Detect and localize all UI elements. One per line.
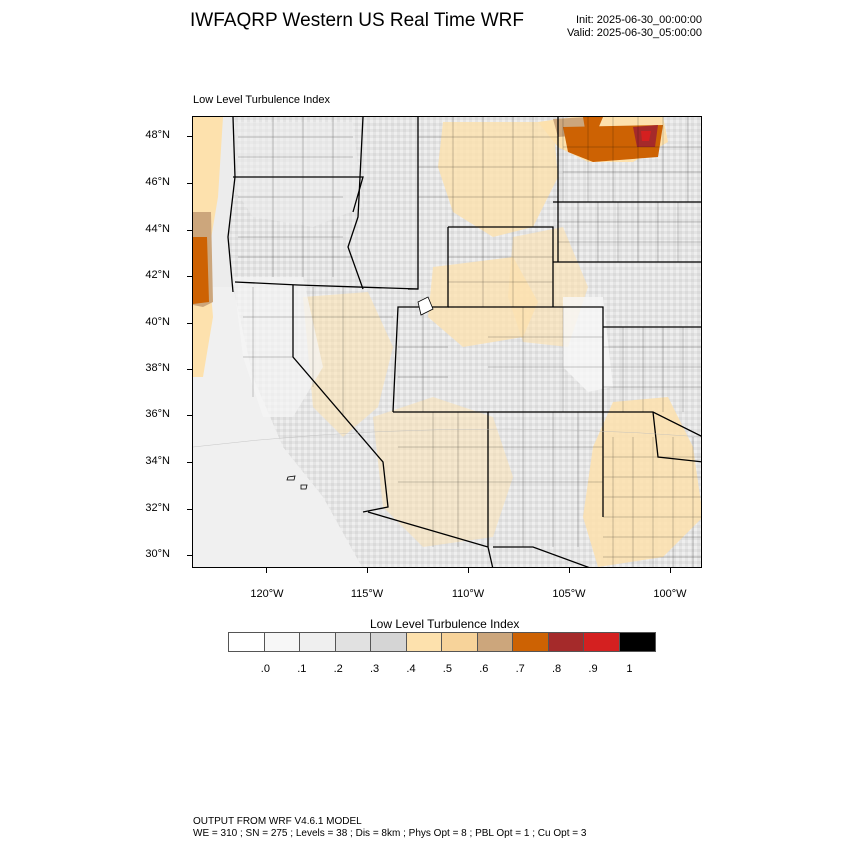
main-title: IWFAQRP Western US Real Time WRF — [190, 10, 524, 31]
init-time: Init: 2025-06-30_00:00:00 — [576, 14, 702, 26]
lat-tick — [187, 230, 192, 231]
lat-label-44: 44°N — [145, 223, 170, 235]
colorbar-swatch — [442, 633, 478, 651]
model-settings: WE = 310 ; SN = 275 ; Levels = 38 ; Dis … — [193, 828, 587, 839]
lon-label-105: 105°W — [552, 588, 586, 600]
colorbar-swatch — [335, 633, 371, 651]
colorbar-swatch — [548, 633, 584, 651]
colorbar-title: Low Level Turbulence Index — [370, 617, 520, 631]
lat-tick — [187, 509, 192, 510]
lat-tick — [187, 555, 192, 556]
lat-tick — [187, 323, 192, 324]
lon-label-110: 110°W — [451, 588, 485, 600]
colorbar-label: .4 — [406, 663, 416, 675]
lat-label-40: 40°N — [145, 316, 170, 328]
colorbar-swatch — [229, 633, 265, 651]
map-canvas — [193, 117, 701, 567]
lat-label-42: 42°N — [145, 269, 170, 281]
lat-label-46: 46°N — [145, 176, 170, 188]
colorbar-label: .3 — [370, 663, 380, 675]
lat-tick — [187, 276, 192, 277]
lat-tick — [187, 462, 192, 463]
colorbar-label: 1 — [626, 663, 633, 675]
colorbar-label: .2 — [333, 663, 343, 675]
colorbar-label: .6 — [479, 663, 489, 675]
lon-tick — [468, 568, 469, 573]
model-info: OUTPUT FROM WRF V4.6.1 MODEL — [193, 816, 362, 827]
lon-tick — [367, 568, 368, 573]
lon-label-115: 115°W — [350, 588, 384, 600]
lon-tick — [569, 568, 570, 573]
colorbar-swatch — [406, 633, 442, 651]
colorbar-swatch — [584, 633, 620, 651]
colorbar-label: .9 — [588, 663, 598, 675]
lat-label-30: 30°N — [145, 548, 170, 560]
colorbar-swatch — [371, 633, 407, 651]
lat-tick — [187, 136, 192, 137]
lat-label-38: 38°N — [145, 362, 170, 374]
lat-label-34: 34°N — [145, 455, 170, 467]
lat-tick — [187, 369, 192, 370]
colorbar-swatch — [477, 633, 513, 651]
lat-label-36: 36°N — [145, 408, 170, 420]
lat-tick — [187, 183, 192, 184]
valid-time: Valid: 2025-06-30_05:00:00 — [567, 27, 702, 39]
colorbar — [228, 632, 656, 652]
lat-tick — [187, 415, 192, 416]
colorbar-label: .8 — [552, 663, 562, 675]
turbulence-map — [192, 116, 702, 568]
lon-tick — [670, 568, 671, 573]
lon-tick — [266, 568, 267, 573]
colorbar-label: .1 — [297, 663, 307, 675]
colorbar-label: .0 — [260, 663, 270, 675]
map-subtitle: Low Level Turbulence Index — [193, 94, 330, 106]
colorbar-swatch — [264, 633, 300, 651]
county-boundaries — [238, 117, 701, 567]
colorbar-swatch — [300, 633, 336, 651]
lat-label-32: 32°N — [145, 502, 170, 514]
colorbar-swatch — [619, 633, 655, 651]
colorbar-label: .7 — [515, 663, 525, 675]
lon-label-100: 100°W — [653, 588, 687, 600]
lat-label-48: 48°N — [145, 129, 170, 141]
colorbar-swatch — [513, 633, 549, 651]
lon-label-120: 120°W — [250, 588, 284, 600]
colorbar-label: .5 — [442, 663, 452, 675]
